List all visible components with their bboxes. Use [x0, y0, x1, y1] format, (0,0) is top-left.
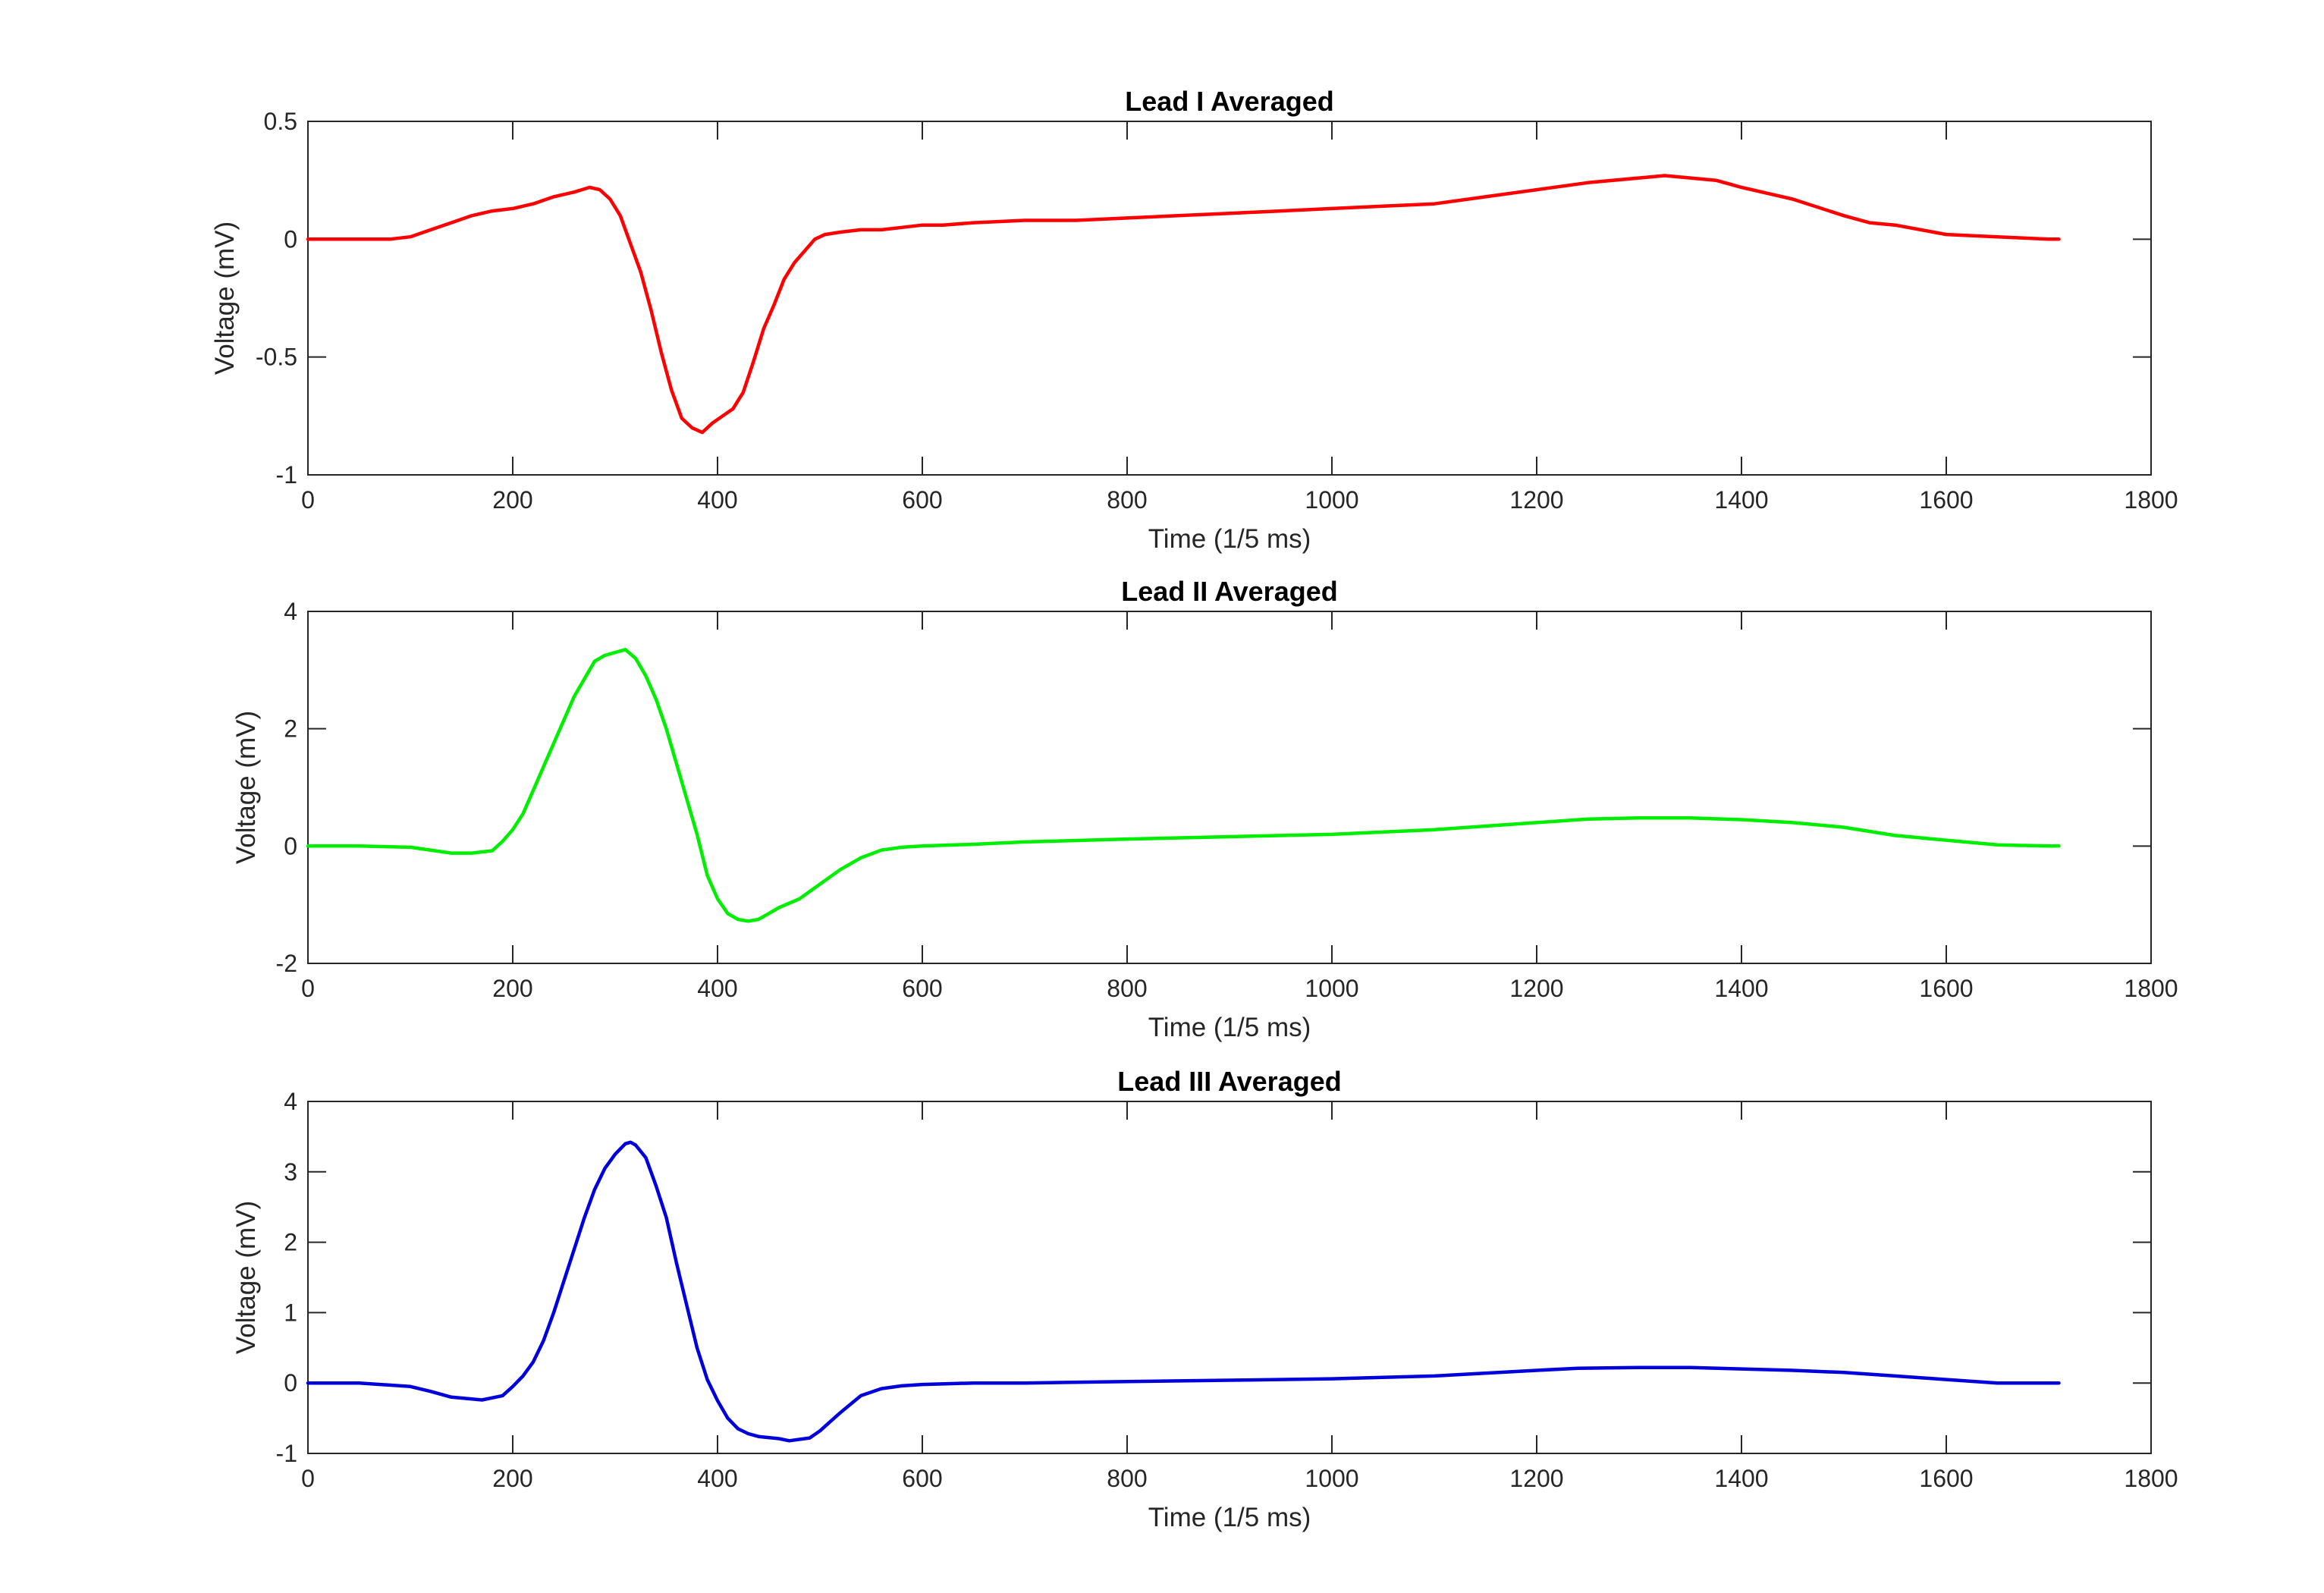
x-tick-label: 600 [902, 975, 942, 1002]
x-tick-label: 1600 [1919, 1465, 1973, 1492]
x-tick-label: 1400 [1714, 1465, 1768, 1492]
x-tick-label: 1400 [1714, 975, 1768, 1002]
x-tick-label: 1600 [1919, 486, 1973, 514]
y-tick-label: 4 [284, 598, 297, 625]
x-tick-label: 800 [1107, 486, 1147, 514]
x-tick-label: 1000 [1305, 1465, 1358, 1492]
series-line-1 [306, 648, 2061, 923]
x-tick-label: 1800 [2124, 486, 2178, 514]
y-tick-label: -0.5 [256, 344, 297, 371]
x-tick-label: 1400 [1714, 486, 1768, 514]
x-axis-label: Time (1/5 ms) [1148, 1503, 1311, 1532]
x-tick-label: 400 [697, 975, 737, 1002]
y-tick-label: -1 [276, 461, 297, 489]
x-tick-label: 1800 [2124, 1465, 2178, 1492]
x-tick-label: 1200 [1509, 975, 1563, 1002]
y-tick-label: -1 [276, 1440, 297, 1467]
x-axis-label: Time (1/5 ms) [1148, 524, 1311, 554]
x-tick-label: 1200 [1509, 1465, 1563, 1492]
x-tick-label: 200 [492, 486, 532, 514]
y-tick-label: -2 [276, 950, 297, 977]
x-tick-label: 600 [902, 1465, 942, 1492]
chart-title: Lead II Averaged [1121, 576, 1337, 607]
plot-area [307, 611, 2152, 964]
series-line-1 [306, 174, 2061, 435]
y-tick-label: 3 [284, 1158, 297, 1186]
y-tick-label: 2 [284, 715, 297, 743]
series-line-1 [306, 1140, 2061, 1443]
x-tick-label: 0 [301, 486, 315, 514]
x-tick-label: 400 [697, 486, 737, 514]
chart-title: Lead I Averaged [1125, 86, 1333, 117]
x-tick-label: 1600 [1919, 975, 1973, 1002]
chart-title: Lead III Averaged [1117, 1066, 1341, 1097]
x-tick-label: 600 [902, 486, 942, 514]
x-tick-label: 1800 [2124, 975, 2178, 1002]
y-axis-label: Voltage (mV) [210, 222, 240, 375]
y-tick-label: 0.5 [264, 108, 297, 135]
x-tick-label: 1000 [1305, 975, 1358, 1002]
chart-panel-2: 0 200 400 600 800 1000 1200 1400 1600 1800-2024Le… [231, 576, 2178, 1042]
x-tick-label: 800 [1107, 975, 1147, 1002]
plot-area [307, 1101, 2152, 1454]
x-tick-label: 1200 [1509, 486, 1563, 514]
x-tick-label: 1000 [1305, 486, 1358, 514]
y-axis-label: Voltage (mV) [231, 711, 261, 864]
y-tick-label: 0 [284, 1369, 297, 1397]
chart-panel-3: 0 200 400 600 800 1000 1200 1400 1600 1800-101234… [231, 1066, 2178, 1532]
x-tick-label: 400 [697, 1465, 737, 1492]
x-tick-label: 0 [301, 975, 315, 1002]
y-tick-label: 0 [284, 832, 297, 859]
y-tick-label: 2 [284, 1229, 297, 1256]
plot-area [307, 121, 2152, 476]
x-tick-label: 200 [492, 1465, 532, 1492]
chart-panel-1: 0 200 400 600 800 1000 1200 1400 1600 1800 -1 -0.5 0… [210, 86, 2178, 554]
y-tick-label: 0 [284, 225, 297, 253]
y-tick-label: 4 [284, 1088, 297, 1115]
x-axis-label: Time (1/5 ms) [1148, 1013, 1311, 1042]
x-tick-label: 800 [1107, 1465, 1147, 1492]
x-tick-label: 200 [492, 975, 532, 1002]
x-tick-label: 0 [301, 1465, 315, 1492]
y-tick-label: 1 [284, 1299, 297, 1326]
y-axis-label: Voltage (mV) [231, 1201, 261, 1354]
